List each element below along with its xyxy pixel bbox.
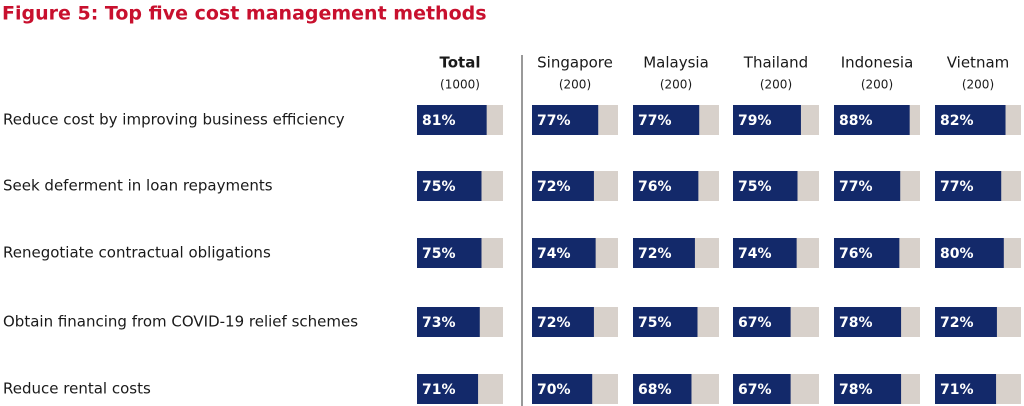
bar xyxy=(733,105,801,135)
column-sample: (200) xyxy=(760,78,792,92)
column-sample: (1000) xyxy=(440,78,480,92)
bar xyxy=(532,238,596,268)
bar xyxy=(733,171,798,201)
bar xyxy=(633,238,695,268)
bar xyxy=(834,171,901,201)
bar xyxy=(633,307,698,337)
column-sample: (200) xyxy=(559,78,591,92)
value-label: 77% xyxy=(638,113,672,129)
value-label: 75% xyxy=(422,246,456,262)
column-header: Indonesia xyxy=(841,54,914,72)
value-label: 77% xyxy=(839,179,873,195)
value-label: 72% xyxy=(638,246,672,262)
value-label: 71% xyxy=(940,382,974,398)
value-label: 76% xyxy=(638,179,672,195)
bar xyxy=(532,171,594,201)
bar xyxy=(417,238,482,268)
row-label: Reduce rental costs xyxy=(3,380,151,398)
value-label: 71% xyxy=(422,382,456,398)
bar xyxy=(532,105,599,135)
value-label: 75% xyxy=(422,179,456,195)
column-header: Thailand xyxy=(743,54,808,72)
bar xyxy=(935,171,1002,201)
value-label: 78% xyxy=(839,315,873,331)
row-label: Obtain financing from COVID-19 relief sc… xyxy=(3,313,358,331)
row-label: Renegotiate contractual obligations xyxy=(3,244,271,262)
value-label: 70% xyxy=(537,382,571,398)
value-label: 78% xyxy=(839,382,873,398)
column-sample: (200) xyxy=(861,78,893,92)
value-label: 72% xyxy=(537,179,571,195)
column-sample: (200) xyxy=(962,78,994,92)
value-label: 68% xyxy=(638,382,672,398)
value-label: 73% xyxy=(422,315,456,331)
bar xyxy=(834,238,900,268)
bar xyxy=(532,374,593,404)
value-label: 72% xyxy=(940,315,974,331)
bar xyxy=(935,307,997,337)
bar xyxy=(633,171,699,201)
value-label: 79% xyxy=(738,113,772,129)
column-header: Total xyxy=(440,54,481,72)
bar xyxy=(733,307,791,337)
row-label: Reduce cost by improving business effici… xyxy=(3,111,345,129)
bar xyxy=(417,374,479,404)
bar xyxy=(417,307,480,337)
row-label: Seek deferment in loan repayments xyxy=(3,177,273,195)
value-label: 80% xyxy=(940,246,974,262)
value-label: 72% xyxy=(537,315,571,331)
chart-title: Figure 5: Top five cost management metho… xyxy=(2,3,487,25)
bar xyxy=(935,238,1004,268)
bar xyxy=(733,374,791,404)
value-label: 88% xyxy=(839,113,873,129)
column-header: Singapore xyxy=(537,54,613,72)
bar xyxy=(935,105,1006,135)
value-label: 67% xyxy=(738,382,772,398)
bar xyxy=(834,374,902,404)
bar xyxy=(417,105,487,135)
value-label: 74% xyxy=(537,246,571,262)
value-label: 77% xyxy=(940,179,974,195)
value-label: 75% xyxy=(638,315,672,331)
bar xyxy=(834,105,910,135)
bar xyxy=(834,307,902,337)
column-header: Vietnam xyxy=(947,54,1010,72)
bar xyxy=(633,105,700,135)
bar xyxy=(417,171,482,201)
value-label: 75% xyxy=(738,179,772,195)
value-label: 76% xyxy=(839,246,873,262)
column-sample: (200) xyxy=(660,78,692,92)
value-label: 77% xyxy=(537,113,571,129)
bar xyxy=(633,374,692,404)
bar xyxy=(935,374,997,404)
value-label: 67% xyxy=(738,315,772,331)
bar xyxy=(733,238,797,268)
value-label: 74% xyxy=(738,246,772,262)
value-label: 82% xyxy=(940,113,974,129)
column-header: Malaysia xyxy=(643,54,709,72)
bar xyxy=(532,307,594,337)
value-label: 81% xyxy=(422,113,456,129)
